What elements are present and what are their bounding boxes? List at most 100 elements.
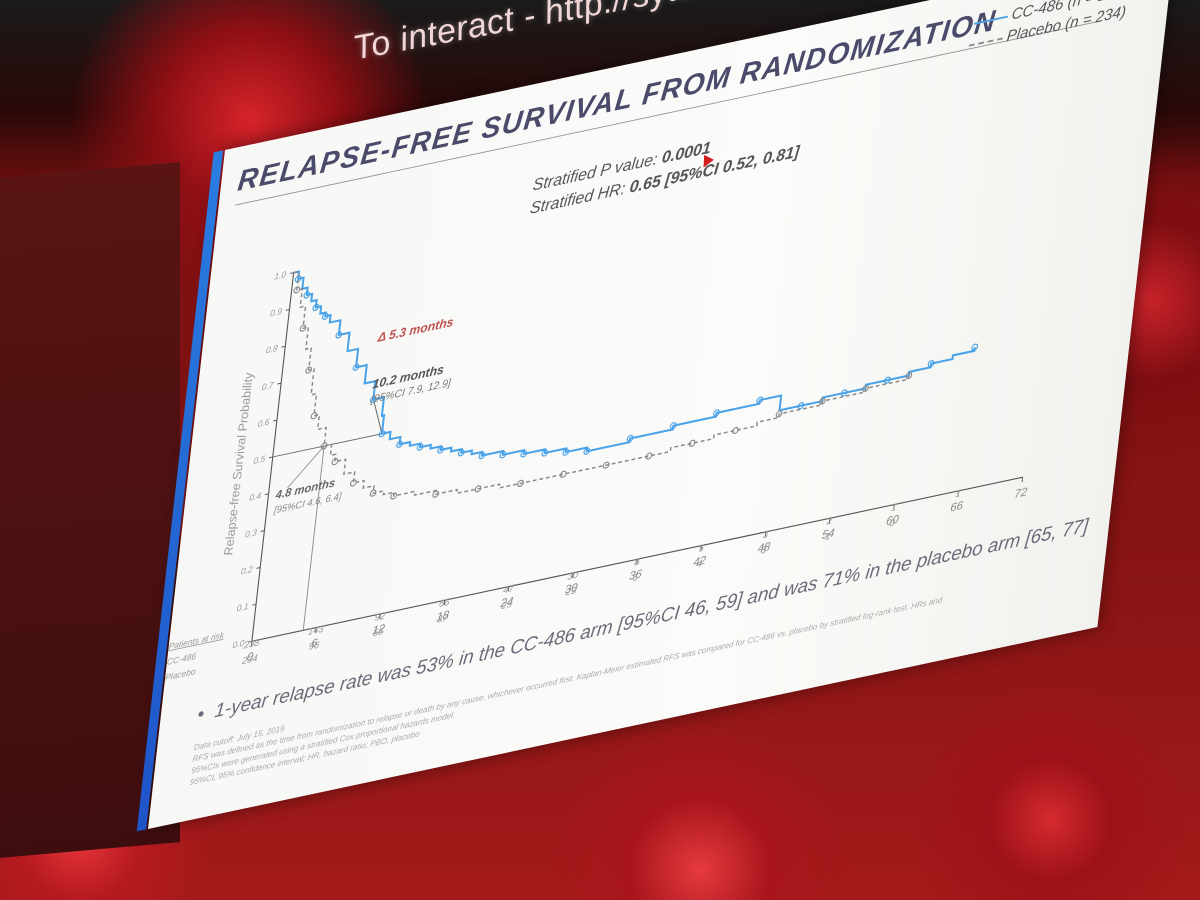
y-tick-mark (285, 309, 290, 311)
plot-annotations: Δ 5.3 months 10.2 months [95%CI 7.9, 12.… (272, 315, 454, 517)
risk-cell-placebo: 96 (308, 640, 320, 653)
patients-at-risk-table: Patients at risk CC-486 Placebo 23814392… (165, 488, 962, 682)
y-tick-mark (281, 345, 286, 348)
x-tick-label: 42 (693, 554, 708, 570)
cc486-censor-mark (457, 449, 465, 457)
cc486-censor-mark (478, 452, 486, 460)
risk-cell-placebo: 37 (437, 612, 449, 625)
legend-line-cc486 (973, 15, 1008, 25)
placebo-median-leader (287, 445, 325, 489)
placebo-censor-mark (559, 470, 567, 478)
placebo-censor-mark (862, 384, 869, 392)
placebo-censor-mark (369, 489, 377, 497)
placebo-censor-mark (331, 458, 339, 466)
slide: RELAPSE-FREE SURVIVAL FROM RANDOMIZATION… (136, 0, 1175, 832)
risk-cell-cc486: 2 (825, 515, 833, 527)
cc486-censor-mark (756, 396, 764, 404)
risk-cell-placebo: 23 (564, 585, 577, 599)
cc486-censor-mark (797, 402, 805, 410)
risk-cell-cc486: 66 (438, 597, 450, 610)
cc486-censor-mark (335, 331, 343, 339)
y-tick-mark (252, 603, 257, 606)
risk-cell-placebo: 0 (889, 517, 896, 529)
risk-cell-placebo: 29 (500, 599, 513, 613)
cc486-censor-mark (562, 448, 570, 456)
y-tick-mark (289, 272, 294, 274)
x-tick-label: 18 (436, 608, 451, 624)
risk-cell-placebo: 1 (825, 531, 831, 543)
x-tick-mark (700, 545, 702, 551)
x-tick-mark (507, 586, 510, 592)
x-tick-label: 48 (757, 540, 772, 556)
risk-cell-cc486: 47 (503, 583, 515, 596)
y-tick-label: 0.5 (253, 453, 266, 466)
risk-table-header: Patients at risk (168, 630, 225, 652)
risk-cell-placebo: 6 (632, 572, 639, 584)
x-tick-mark (957, 490, 959, 496)
risk-cell-placebo: 3 (760, 545, 767, 557)
x-tick-mark (828, 518, 831, 524)
placebo-survival-line (293, 270, 910, 497)
x-tick-label: 60 (885, 513, 900, 529)
y-tick-mark (273, 419, 277, 422)
y-tick-mark (268, 456, 273, 459)
risk-cell-cc486: 1 (955, 488, 961, 500)
y-tick-mark (277, 382, 282, 385)
x-tick-mark (443, 600, 446, 606)
y-tick-mark (260, 530, 265, 532)
x-tick-label: 72 (1014, 485, 1029, 501)
x-tick-mark (764, 531, 767, 537)
placebo-censor-mark (645, 452, 653, 460)
x-tick-label: 66 (950, 499, 965, 515)
cc486-censor-mark (669, 422, 677, 430)
y-tick-label: 0.0 (232, 638, 245, 651)
x-tick-label: 0 (246, 650, 254, 664)
cc486-censor-mark (369, 396, 377, 404)
placebo-censor-mark (818, 397, 826, 405)
y-tick-label: 0.8 (265, 343, 278, 356)
cc486-censor-mark (971, 343, 979, 351)
cc486-censor-mark (396, 440, 403, 448)
x-tick-label: 36 (628, 567, 643, 583)
placebo-censor-mark (305, 366, 313, 374)
risk-cell-cc486: 3 (762, 529, 769, 541)
placebo-censor-mark (390, 492, 398, 500)
cc486-censor-mark (352, 363, 360, 371)
cc486-censor-mark (713, 409, 720, 417)
placebo-censor-mark (299, 324, 307, 332)
y-tick-label: 0.6 (257, 417, 270, 430)
cc486-censor-mark (499, 451, 507, 459)
cc486-censor-mark (583, 447, 591, 455)
cc486-censor-mark (303, 291, 311, 299)
cc486-censor-mark (840, 389, 848, 397)
x-tick-mark (379, 613, 381, 619)
cc486-censor-mark (321, 312, 329, 320)
risk-table-cells: 238143926647308532110234965537292364310 (240, 488, 961, 668)
cc486-censor-mark (437, 446, 445, 454)
delta-annotation: Δ 5.3 months (376, 315, 454, 345)
cc486-censor-mark (416, 443, 424, 451)
x-tick-mark (571, 572, 574, 578)
placebo-censor-mark (320, 442, 328, 450)
placebo-censor-mark (602, 461, 610, 469)
legend: CC-486 (n = 238) Placebo (n = 234) (968, 0, 1130, 56)
cc486-censor-mark (378, 430, 386, 438)
risk-cell-cc486: 5 (698, 543, 705, 555)
cc486-censor-mark (520, 450, 528, 458)
risk-row-label-cc486: CC-486 (166, 651, 196, 667)
placebo-censor-mark (732, 426, 739, 435)
x-tick-label: 30 (564, 581, 579, 597)
placebo-median-drop-line (302, 445, 325, 631)
cc486-censor-mark (883, 376, 891, 384)
cc486-censor-mark (927, 360, 935, 368)
risk-cell-placebo: 4 (696, 558, 703, 570)
y-tick-label: 0.3 (245, 527, 258, 540)
x-tick-label: 54 (821, 526, 836, 542)
risk-cell-placebo: 234 (240, 653, 258, 668)
placebo-censor-mark (432, 490, 440, 498)
legend-line-placebo (968, 37, 1004, 47)
risk-cell-cc486: 143 (307, 624, 325, 638)
x-tick-mark (315, 627, 317, 633)
x-tick-mark (250, 641, 253, 647)
risk-cell-cc486: 1 (891, 502, 897, 514)
